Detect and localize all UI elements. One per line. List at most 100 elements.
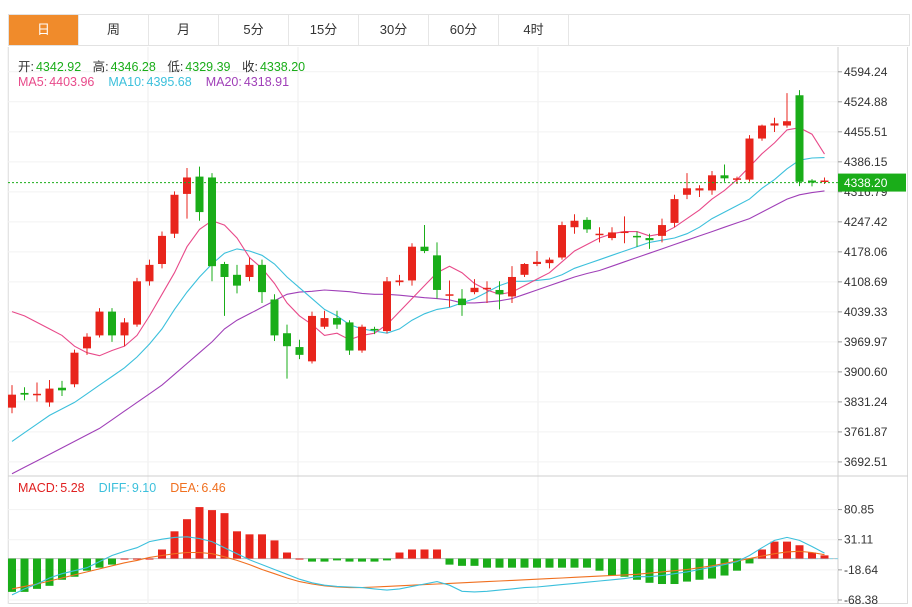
ma-legend-item: MA5: 4403.96 xyxy=(18,75,96,89)
macd-tick-label: 31.11 xyxy=(844,533,873,547)
candle-body xyxy=(345,322,354,351)
macd-legend-label: DIFF: xyxy=(98,481,130,495)
candle-body xyxy=(170,194,179,234)
macd-bar xyxy=(220,513,229,559)
candle-body xyxy=(395,280,404,283)
macd-bar xyxy=(45,558,54,586)
macd-legend-value: 6.46 xyxy=(201,481,226,495)
tab-2[interactable]: 月 xyxy=(149,15,219,45)
macd-bar xyxy=(483,558,491,568)
macd-bar xyxy=(783,541,791,559)
candle-body xyxy=(770,123,779,126)
macd-legend-item: DEA: 6.46 xyxy=(170,481,228,495)
macd-bar xyxy=(408,549,416,559)
macd-bar xyxy=(533,558,541,568)
ma-legend-value: 4318.91 xyxy=(243,75,290,89)
macd-legend: MACD: 5.28 DIFF: 9.10 DEA: 6.46 xyxy=(18,481,240,495)
candle-body xyxy=(420,246,429,252)
candle-body xyxy=(158,235,166,264)
macd-bar xyxy=(558,558,566,568)
last-price-label: 4338.20 xyxy=(844,176,888,190)
candle-body xyxy=(495,289,504,295)
macd-bar xyxy=(520,558,529,568)
candle-body xyxy=(70,352,79,385)
tab-1[interactable]: 周 xyxy=(79,15,149,45)
macd-legend-label: DEA: xyxy=(170,481,200,495)
tab-6[interactable]: 60分 xyxy=(429,15,499,45)
tab-7[interactable]: 4时 xyxy=(499,15,569,45)
open-value: 4342.92 xyxy=(35,60,82,74)
candle-body xyxy=(695,188,704,191)
candle-body xyxy=(608,232,616,239)
macd-bar xyxy=(183,519,191,559)
price-tick-label: 4386.15 xyxy=(844,155,888,169)
macd-bar xyxy=(458,558,466,566)
macd-bar xyxy=(758,549,766,559)
macd-bar xyxy=(770,541,779,559)
candle-body xyxy=(208,177,216,267)
price-tick-label: 4108.69 xyxy=(844,275,888,289)
macd-bar xyxy=(670,558,679,585)
candle-body xyxy=(333,318,341,325)
candle-body xyxy=(408,246,416,281)
candle-body xyxy=(433,255,441,290)
candle-body xyxy=(633,235,641,238)
ma-legend-value: 4403.96 xyxy=(49,75,95,89)
macd-bar xyxy=(133,558,141,560)
macd-bar xyxy=(395,552,404,559)
candle-body xyxy=(270,299,279,336)
candle-body xyxy=(183,177,191,194)
candle-body xyxy=(220,264,229,277)
candle-body xyxy=(20,392,29,395)
candle-body xyxy=(358,326,366,351)
low-value: 4329.39 xyxy=(185,60,231,74)
macd-bar xyxy=(170,531,179,559)
macd-bar xyxy=(208,510,216,559)
tab-3[interactable]: 5分 xyxy=(219,15,289,45)
macd-bar xyxy=(445,558,454,565)
price-tick-label: 4178.06 xyxy=(844,245,888,259)
close-value: 4338.20 xyxy=(259,60,306,74)
tab-0[interactable]: 日 xyxy=(9,15,79,45)
candle-body xyxy=(620,231,629,234)
macd-bar xyxy=(683,558,691,582)
macd-bar xyxy=(345,558,354,562)
macd-bar xyxy=(83,558,91,571)
candle-body xyxy=(745,138,754,180)
candle-body xyxy=(58,387,66,391)
macd-legend-item: MACD: 5.28 xyxy=(18,481,87,495)
macd-bar xyxy=(795,545,804,559)
candle-body xyxy=(545,259,554,264)
candle-body xyxy=(683,188,691,195)
candle-body xyxy=(583,219,591,230)
candle-body xyxy=(133,281,141,325)
candle-body xyxy=(145,264,154,282)
macd-bar xyxy=(745,558,754,564)
candle-body xyxy=(470,287,479,293)
price-tick-label: 4524.88 xyxy=(844,95,888,109)
macd-bar xyxy=(545,558,554,568)
candle-body xyxy=(33,393,41,396)
macd-bar xyxy=(720,558,729,576)
tab-4[interactable]: 15分 xyxy=(289,15,359,45)
ma-legend-item: MA20: 4318.91 xyxy=(206,75,291,89)
macd-bar xyxy=(158,549,166,559)
macd-bar xyxy=(570,558,579,568)
macd-bar xyxy=(108,558,116,565)
macd-bar xyxy=(370,558,379,562)
candle-body xyxy=(595,233,604,236)
period-tabs: 日周月 5分 15分 30分 60分 4时 xyxy=(8,14,910,46)
macd-bar xyxy=(620,558,629,577)
tab-5[interactable]: 30分 xyxy=(359,15,429,45)
candle-body xyxy=(658,225,666,236)
candle-body xyxy=(320,318,329,327)
macd-tick-label: 80.85 xyxy=(844,503,874,517)
price-tick-label: 3900.60 xyxy=(844,365,888,379)
macd-bar xyxy=(245,534,254,559)
macd-bar xyxy=(808,552,816,559)
candle-body xyxy=(508,276,516,297)
macd-legend-label: MACD: xyxy=(18,481,59,495)
macd-bar xyxy=(20,558,29,592)
candle-body xyxy=(720,175,729,179)
